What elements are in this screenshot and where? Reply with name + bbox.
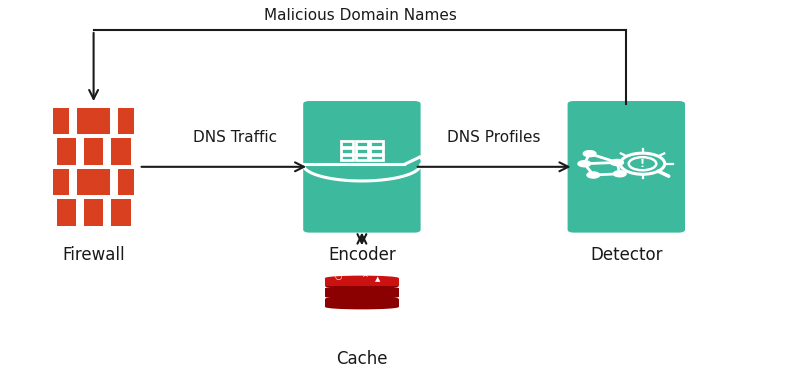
FancyBboxPatch shape bbox=[77, 108, 110, 135]
FancyBboxPatch shape bbox=[325, 299, 399, 307]
Text: DNS Traffic: DNS Traffic bbox=[193, 130, 277, 145]
Text: Firewall: Firewall bbox=[62, 246, 125, 264]
Ellipse shape bbox=[325, 284, 399, 289]
FancyBboxPatch shape bbox=[84, 138, 103, 165]
FancyBboxPatch shape bbox=[111, 199, 130, 226]
Circle shape bbox=[611, 160, 623, 166]
FancyBboxPatch shape bbox=[118, 169, 134, 195]
Ellipse shape bbox=[325, 286, 399, 291]
Ellipse shape bbox=[325, 305, 399, 309]
FancyBboxPatch shape bbox=[325, 278, 399, 287]
Circle shape bbox=[583, 151, 596, 156]
Ellipse shape bbox=[325, 296, 399, 301]
Text: Cache: Cache bbox=[336, 350, 387, 368]
Text: ▲: ▲ bbox=[375, 276, 380, 282]
FancyBboxPatch shape bbox=[77, 169, 110, 195]
FancyBboxPatch shape bbox=[84, 199, 103, 226]
FancyBboxPatch shape bbox=[303, 101, 421, 232]
Ellipse shape bbox=[325, 294, 399, 299]
Ellipse shape bbox=[325, 276, 399, 280]
FancyBboxPatch shape bbox=[53, 169, 69, 195]
Circle shape bbox=[578, 161, 591, 167]
FancyBboxPatch shape bbox=[325, 288, 399, 297]
Text: DNS Profiles: DNS Profiles bbox=[447, 130, 541, 145]
FancyBboxPatch shape bbox=[567, 101, 685, 232]
Text: ○: ○ bbox=[334, 272, 341, 281]
Circle shape bbox=[587, 172, 600, 178]
Text: Malicious Domain Names: Malicious Domain Names bbox=[263, 8, 457, 23]
Circle shape bbox=[613, 171, 626, 177]
FancyBboxPatch shape bbox=[118, 108, 134, 135]
Text: Detector: Detector bbox=[590, 246, 663, 264]
Text: ★: ★ bbox=[361, 269, 369, 279]
FancyBboxPatch shape bbox=[57, 138, 76, 165]
Text: !: ! bbox=[640, 159, 645, 169]
FancyBboxPatch shape bbox=[53, 108, 69, 135]
Text: Encoder: Encoder bbox=[328, 246, 396, 264]
FancyBboxPatch shape bbox=[111, 138, 130, 165]
FancyBboxPatch shape bbox=[57, 199, 76, 226]
